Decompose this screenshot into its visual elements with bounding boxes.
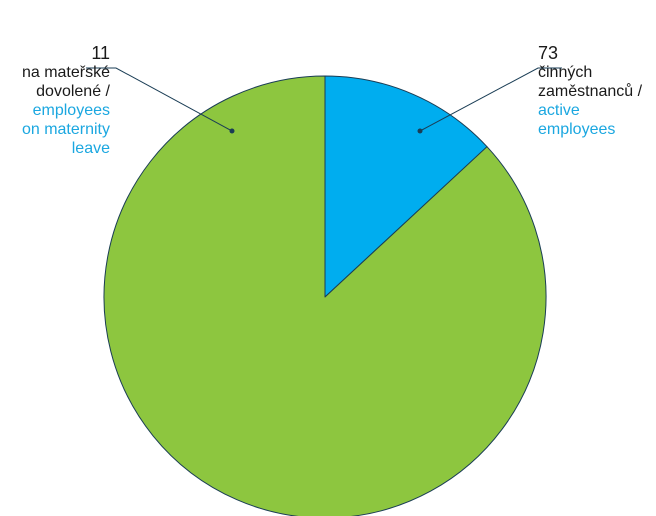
slice-maternity (324, 75, 488, 298)
maternity-label-en: employees on maternity leave (21, 102, 110, 157)
leader-active-dot (417, 128, 423, 134)
leader-active (419, 67, 562, 132)
maternity-label-cz: na mateřské dovolené / (21, 64, 110, 100)
slice-label-active: 73 činných zaměstnanců / active employee… (538, 44, 653, 139)
maternity-value: 11 (91, 43, 110, 63)
leader-maternity (86, 67, 233, 132)
slice-label-maternity: 11 na mateřské dovolené / employees on m… (0, 44, 110, 158)
active-label-en: active employees (538, 102, 616, 138)
slice-active (103, 75, 547, 516)
active-label-cz: činných zaměstnanců / (538, 64, 643, 100)
leader-maternity-dot (229, 128, 235, 134)
active-value: 73 (538, 43, 559, 63)
